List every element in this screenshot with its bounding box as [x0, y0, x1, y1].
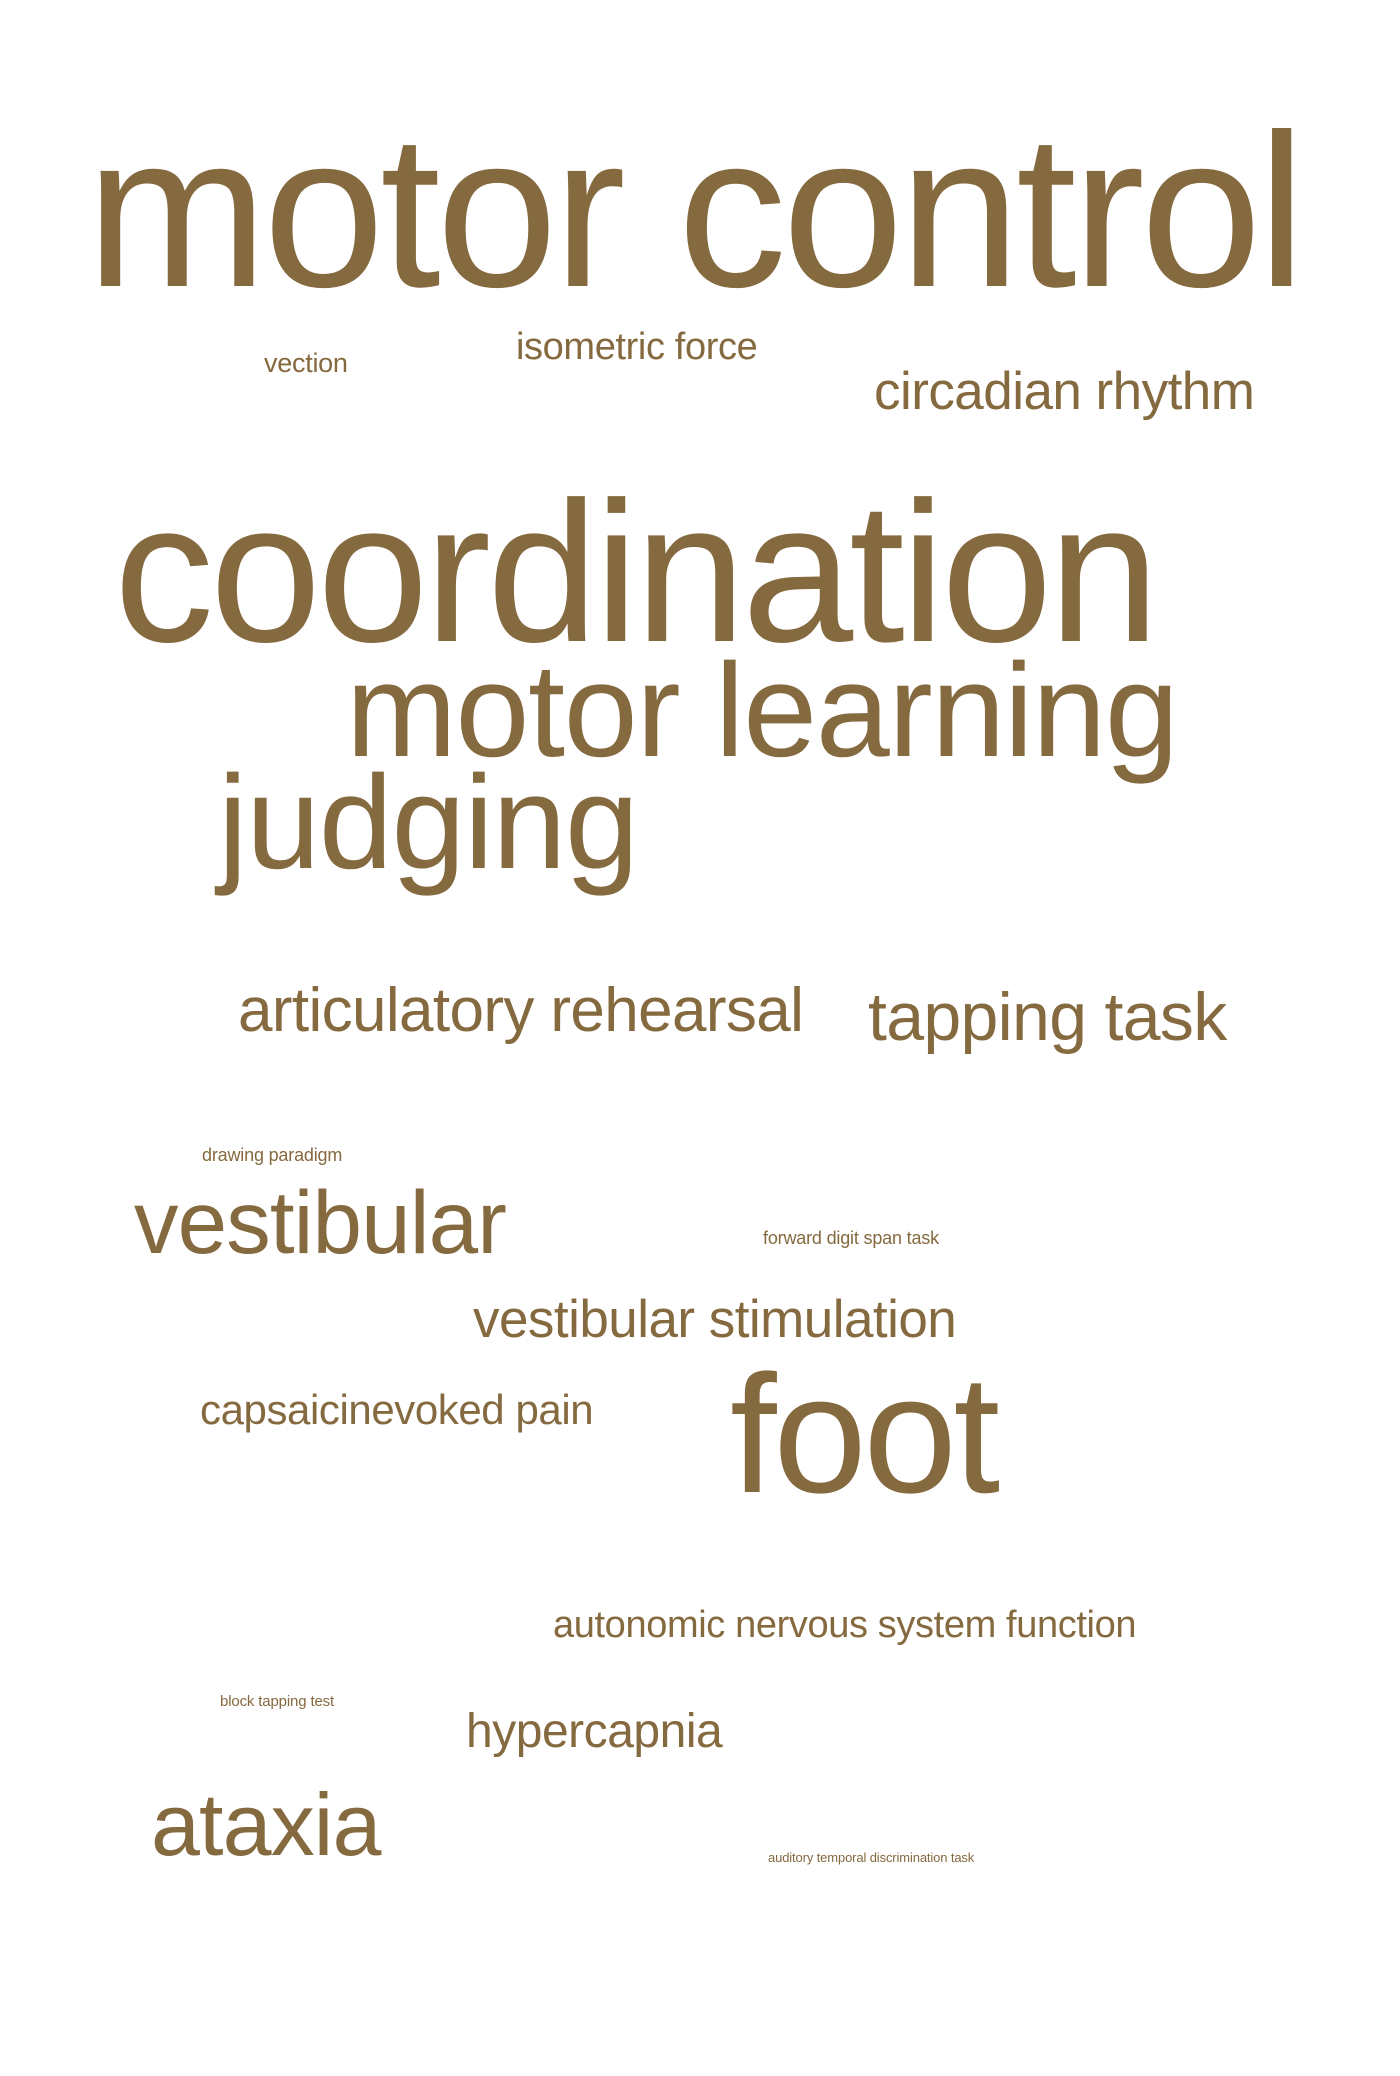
word-ataxia: ataxia [151, 1775, 381, 1874]
word-block-tapping-test: block tapping test [220, 1693, 335, 1710]
word-isometric-force: isometric force [516, 326, 758, 368]
word-motor-learning: motor learning [346, 637, 1179, 785]
word-forward-digit-span-task: forward digit span task [763, 1228, 939, 1248]
word-judging: judging [218, 749, 639, 897]
word-auditory-temporal-discrimination-task: auditory temporal discrimination task [768, 1850, 975, 1865]
word-articulatory-rehearsal: articulatory rehearsal [238, 976, 804, 1045]
word-hypercapnia: hypercapnia [466, 1705, 723, 1758]
word-motor-control: motor control [86, 90, 1306, 333]
word-foot: foot [730, 1340, 1000, 1528]
word-autonomic-nervous-system-function: autonomic nervous system function [553, 1604, 1137, 1646]
word-coordination: coordination [114, 461, 1160, 684]
word-tapping-task: tapping task [868, 979, 1227, 1055]
word-vestibular-stimulation: vestibular stimulation [473, 1290, 957, 1349]
word-circadian-rhythm: circadian rhythm [874, 362, 1255, 421]
word-vection: vection [264, 348, 348, 378]
word-capsaicinevoked-pain: capsaicinevoked pain [200, 1386, 594, 1433]
word-drawing-paradigm: drawing paradigm [202, 1145, 343, 1165]
word-vestibular: vestibular [134, 1172, 507, 1272]
